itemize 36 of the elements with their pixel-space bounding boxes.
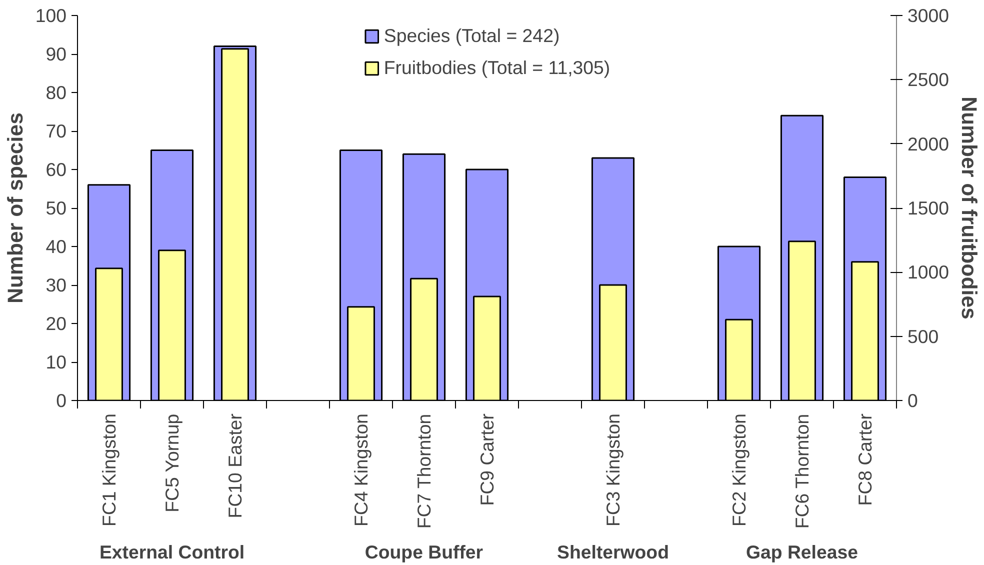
x-tick-label: FC8 Carter bbox=[854, 413, 876, 506]
x-tick-label: FC9 Carter bbox=[476, 413, 498, 506]
x-tick-label: FC2 Kingston bbox=[728, 414, 750, 527]
y2-tick-label: 2500 bbox=[908, 69, 950, 90]
y-tick-label: 10 bbox=[46, 352, 67, 372]
text: External Control bbox=[99, 542, 245, 562]
y2-tick-label: 2000 bbox=[908, 133, 950, 154]
y-tick-label: 40 bbox=[46, 236, 67, 257]
x-tick-label: FC5 Yornup bbox=[162, 414, 182, 512]
y2-axis-title: Number of fruitbodies bbox=[957, 96, 982, 320]
x-tick-label: FC3 Kingston bbox=[602, 414, 624, 527]
y2-tick-label: 1500 bbox=[908, 198, 950, 218]
y2-tick-label: 500 bbox=[908, 326, 939, 347]
y2-tick-label: 0 bbox=[908, 390, 918, 411]
text: Gap Release bbox=[746, 542, 858, 562]
y-tick-label: 20 bbox=[46, 313, 67, 334]
x-tick-label: FC4 Kingston bbox=[350, 414, 372, 527]
y-tick-label: 30 bbox=[46, 274, 67, 296]
x-tick-label: FC7 Thornton bbox=[414, 414, 434, 529]
y-tick-label: 90 bbox=[46, 44, 67, 64]
legend-label: Species (Total = 242) bbox=[384, 25, 560, 47]
y-tick-label: 80 bbox=[46, 82, 67, 103]
x-tick-label: FC6 Thornton bbox=[792, 414, 812, 529]
y-tick-label: 60 bbox=[46, 159, 67, 180]
y-axis-title: Number of species bbox=[3, 112, 28, 304]
y2-tick-label: 1000 bbox=[908, 262, 950, 283]
y-tick-label: 100 bbox=[35, 5, 67, 26]
x-tick-label: FC1 Kingston bbox=[98, 414, 120, 527]
y2-tick-label: 3000 bbox=[908, 5, 950, 26]
text: Coupe Buffer bbox=[364, 542, 484, 562]
y-tick-label: 70 bbox=[46, 120, 67, 142]
legend-label: Fruitbodies (Total = 11,305) bbox=[384, 57, 610, 79]
x-tick-label: FC10 Easter bbox=[224, 413, 246, 518]
text: Shelterwood bbox=[557, 542, 669, 562]
y-tick-label: 0 bbox=[56, 390, 67, 411]
y-tick-label: 50 bbox=[46, 198, 67, 218]
